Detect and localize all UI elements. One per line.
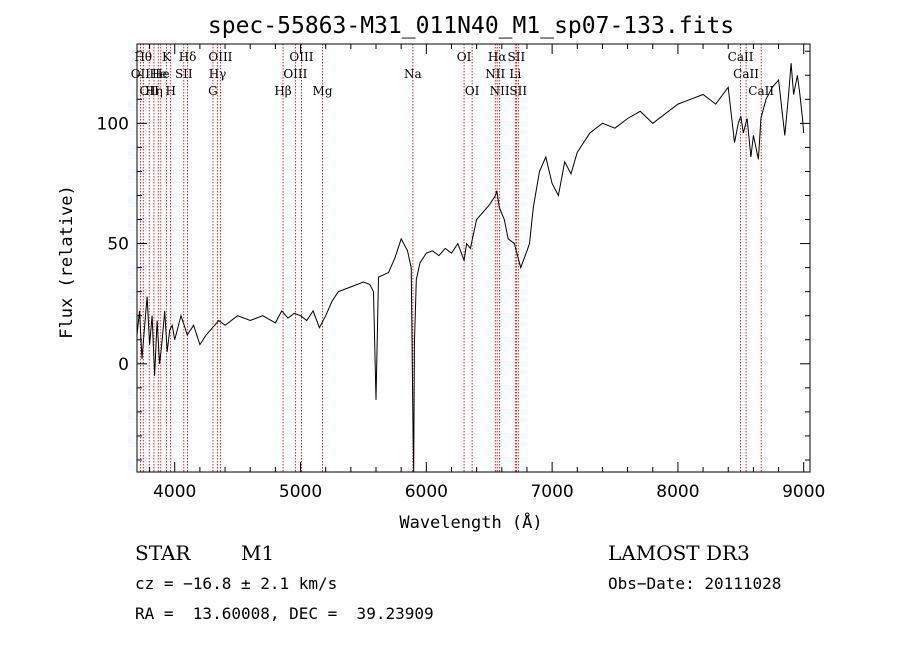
y-tick-label: 100 <box>97 114 129 134</box>
chart-title: spec-55863-M31_011N40_M1_sp07-133.fits <box>208 13 734 39</box>
x-tick-label: 7000 <box>530 482 573 502</box>
survey-name: LAMOST DR3 <box>608 541 750 565</box>
line-label-3: Hη <box>145 84 163 98</box>
object-class: STAR <box>135 541 191 565</box>
plot-frame <box>136 43 811 473</box>
x-axis-label: Wavelength (Å) <box>399 511 542 533</box>
line-label-10: G <box>208 84 218 98</box>
line-label-15: OIII <box>289 50 313 64</box>
line-label-26: CaII <box>728 50 754 64</box>
axis-ticks: 4000 5000 6000 7000 8000 9000 0 50 100 <box>97 44 825 502</box>
line-label-20: NII <box>485 67 505 81</box>
line-label-21: Hα <box>488 50 507 64</box>
line-label-28: CaII <box>748 84 774 98</box>
line-label-5: He <box>152 67 170 81</box>
x-tick-label: 9000 <box>782 482 825 502</box>
line-label-13: Hβ <box>274 84 291 98</box>
line-label-12: OIII <box>208 50 232 64</box>
object-subclass: M1 <box>241 541 275 565</box>
x-tick-label: 6000 <box>405 482 448 502</box>
spectrum-series-line <box>136 63 805 473</box>
line-label-14: OIII <box>283 67 307 81</box>
line-label-17: Na <box>404 67 422 81</box>
line-label-18: OI <box>457 50 472 64</box>
line-label-27: CaII <box>733 67 759 81</box>
emission-line-labels: OIIHθOIIHηHeHeKHSIIHδGHγOIIIHβOIIIOIIIMg… <box>131 50 775 98</box>
line-label-19: OI <box>465 84 480 98</box>
x-tick-label: 8000 <box>656 482 699 502</box>
line-label-22: NII <box>490 84 510 98</box>
line-label-2: OII <box>140 84 160 98</box>
line-label-1: Hθ <box>134 50 152 64</box>
line-label-16: Mg <box>313 84 333 98</box>
line-label-7: H <box>165 84 175 98</box>
line-label-4: He <box>149 67 167 81</box>
line-label-8: SII <box>175 67 193 81</box>
y-tick-label: 0 <box>118 355 129 375</box>
line-label-6: K <box>162 50 172 64</box>
redshift-velocity: cz = −16.8 ± 2.1 km/s <box>135 574 338 593</box>
emission-line-markers <box>139 44 762 472</box>
line-label-9: Hδ <box>179 50 197 64</box>
spectrum-chart: OIIHθOIIHηHeHeKHSIIHδGHγOIIIHβOIIIOIIIMg… <box>57 13 825 533</box>
x-tick-label: 4000 <box>153 482 196 502</box>
line-label-11: Hγ <box>209 67 227 81</box>
line-label-23: Li <box>509 67 521 81</box>
y-tick-label: 50 <box>107 235 129 255</box>
x-tick-label: 5000 <box>279 482 322 502</box>
line-label-0: OII <box>131 67 151 81</box>
observation-date: Obs−Date: 20111028 <box>608 574 782 593</box>
line-label-25: SII <box>509 84 527 98</box>
line-label-24: SII <box>508 50 526 64</box>
y-axis-label: Flux (relative) <box>57 185 77 339</box>
ra-dec-coordinates: RA = 13.60008, DEC = 39.23909 <box>135 604 434 623</box>
